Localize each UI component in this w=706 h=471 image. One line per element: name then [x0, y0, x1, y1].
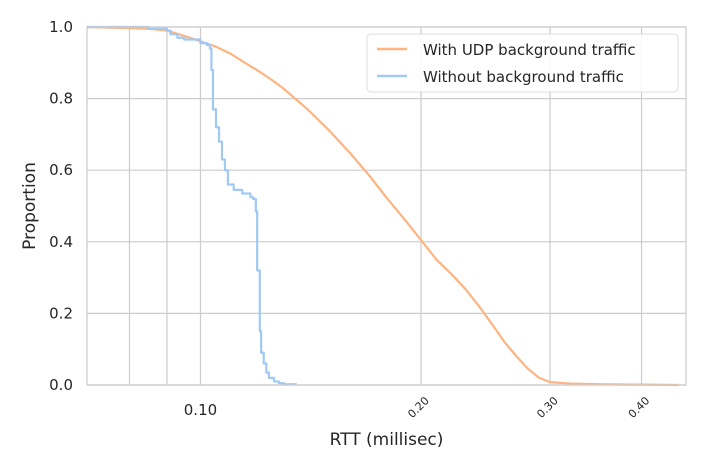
legend-entry-label: Without background traffic — [423, 68, 624, 86]
y-tick-label: 1.0 — [49, 18, 73, 36]
x-tick-labels: 0.10 0.20 0.30 0.40 — [184, 394, 653, 421]
x-tick-label: 0.40 — [626, 394, 653, 421]
legend: With UDP background traffic Without backg… — [366, 33, 679, 93]
x-tick-label: 0.20 — [405, 394, 432, 421]
legend-entry-label: With UDP background traffic — [423, 41, 636, 59]
x-axis-label: RTT (millisec) — [330, 430, 444, 450]
series-line-without-background — [87, 25, 298, 386]
y-tick-labels: 0.0 0.2 0.4 0.6 0.8 1.0 — [49, 18, 73, 394]
series-line-with-udp — [86, 25, 680, 387]
x-tick-label: 0.30 — [534, 394, 561, 421]
series-lines — [86, 25, 680, 387]
legend-box — [366, 33, 679, 93]
y-tick-label: 0.8 — [49, 90, 73, 108]
y-tick-label: 0.6 — [49, 161, 73, 179]
y-tick-label: 0.4 — [49, 233, 73, 251]
x-tick-label: 0.10 — [184, 401, 217, 419]
y-tick-label: 0.0 — [49, 376, 73, 394]
y-tick-label: 0.2 — [49, 304, 73, 322]
plot-frame — [86, 26, 687, 386]
y-axis-label: Proportion — [20, 162, 40, 250]
